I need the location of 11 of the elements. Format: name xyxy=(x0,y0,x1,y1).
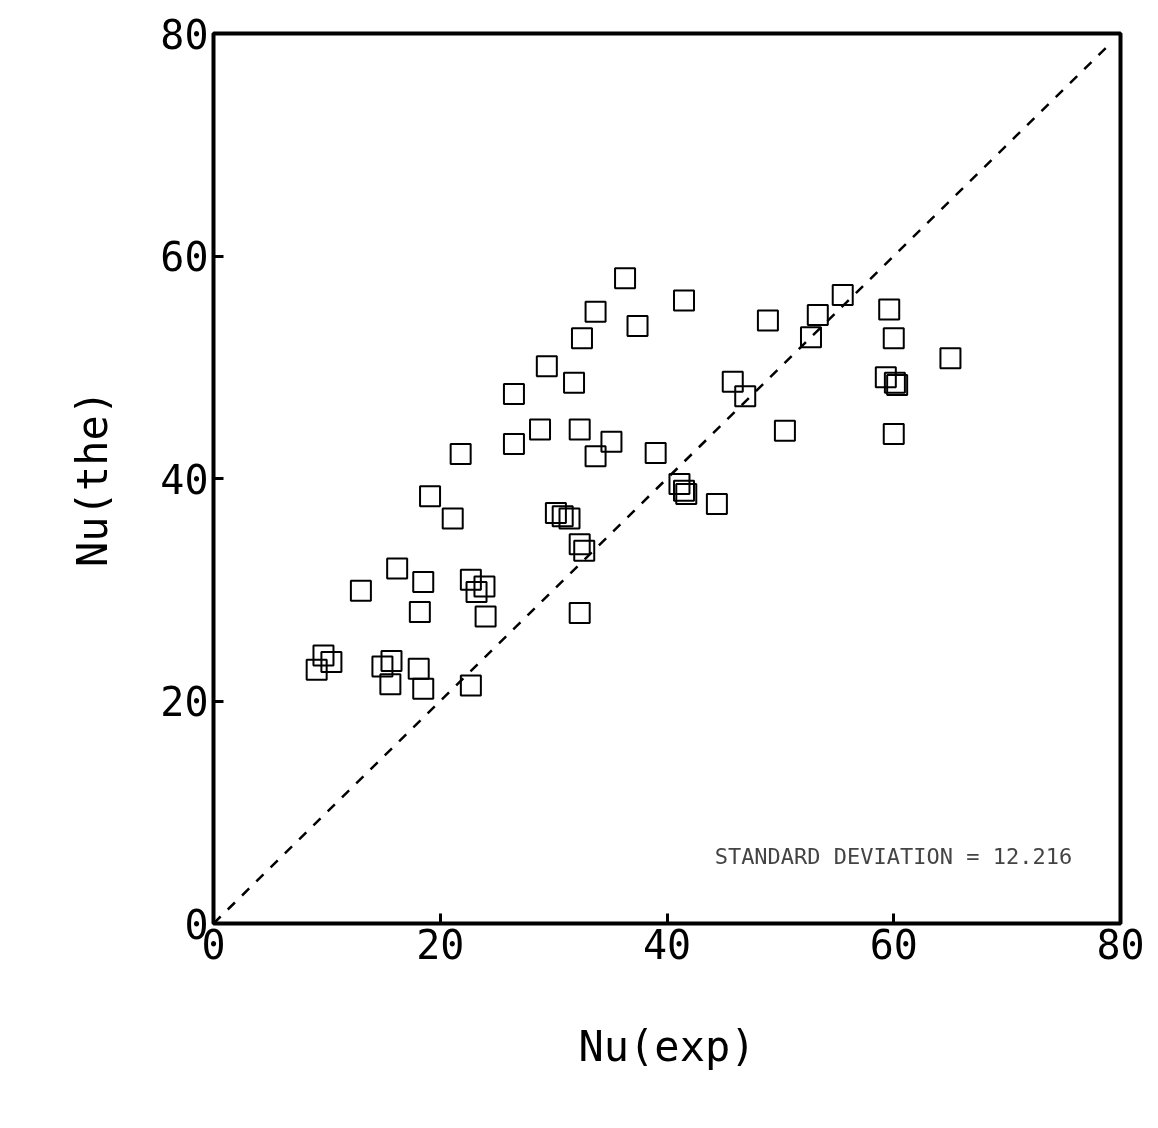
x-tick-label: 20 xyxy=(416,921,465,968)
x-tick-label: 60 xyxy=(869,921,918,968)
y-tick-label: 60 xyxy=(160,234,209,280)
x-tick-label: 80 xyxy=(1096,921,1145,968)
y-tick-label: 20 xyxy=(160,679,209,725)
y-axis-title: Nu(the) xyxy=(68,389,118,567)
annotation: STANDARD DEVIATION = 12.216 xyxy=(714,843,1073,869)
x-tick-label: 40 xyxy=(642,921,692,968)
y-tick-label: 40 xyxy=(160,456,209,503)
x-axis-title: Nu(exp) xyxy=(578,1021,756,1071)
y-tick-label: 80 xyxy=(160,11,209,58)
